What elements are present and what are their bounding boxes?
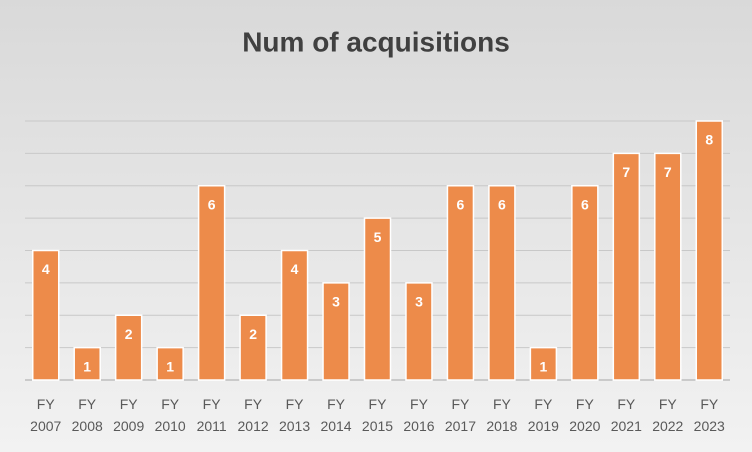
x-tick-label: FY 2012 (238, 396, 269, 434)
value-label: 6 (581, 196, 589, 212)
bar (280, 249, 309, 381)
value-label: 7 (622, 164, 630, 180)
bar (322, 282, 350, 381)
value-label: 1 (539, 358, 547, 374)
value-label: 1 (166, 358, 174, 374)
x-tick-label: FY 2013 (279, 396, 310, 434)
bar (529, 346, 558, 381)
value-label: 2 (125, 326, 133, 342)
value-label: 5 (374, 229, 382, 245)
value-label: 8 (705, 132, 713, 148)
x-tick-label: FY 2021 (611, 396, 642, 434)
x-tick-label: FY 2015 (362, 396, 393, 434)
value-label: 6 (498, 196, 506, 212)
bar (156, 346, 184, 381)
x-tick-label: FY 2016 (403, 396, 434, 434)
bar (31, 249, 60, 381)
bar (405, 282, 433, 381)
bar (612, 152, 641, 381)
bar (114, 314, 143, 381)
chart-title: Num of acquisitions (242, 26, 510, 57)
value-label: 4 (42, 261, 50, 277)
bar (197, 185, 226, 381)
value-label: 6 (457, 196, 465, 212)
bar (446, 185, 475, 381)
x-tick-label: FY 2022 (652, 396, 683, 434)
x-tick-label: FY 2010 (155, 396, 186, 434)
value-label: 3 (415, 294, 423, 310)
value-label: 4 (291, 261, 299, 277)
x-tick-label: FY 2008 (72, 396, 103, 434)
bar (695, 120, 724, 381)
x-tick-label: FY 2019 (528, 396, 559, 434)
bar (654, 152, 682, 381)
x-tick-label: FY 2020 (569, 396, 600, 434)
bar (239, 314, 267, 381)
x-tick-label: FY 2023 (694, 396, 725, 434)
x-tick-label: FY 2014 (320, 396, 351, 434)
bar (73, 346, 101, 381)
x-tick-label: FY 2011 (197, 396, 227, 434)
bar (571, 185, 599, 381)
value-label: 1 (83, 358, 91, 374)
value-label: 6 (208, 196, 216, 212)
value-label: 7 (664, 164, 672, 180)
value-label: 2 (249, 326, 257, 342)
bar (488, 185, 516, 381)
x-tick-label: FY 2007 (30, 396, 61, 434)
value-label: 3 (332, 294, 340, 310)
x-tick-label: FY 2017 (445, 396, 476, 434)
bar (363, 217, 392, 381)
x-tick-label: FY 2009 (113, 396, 144, 434)
x-tick-label: FY 2018 (486, 396, 517, 434)
